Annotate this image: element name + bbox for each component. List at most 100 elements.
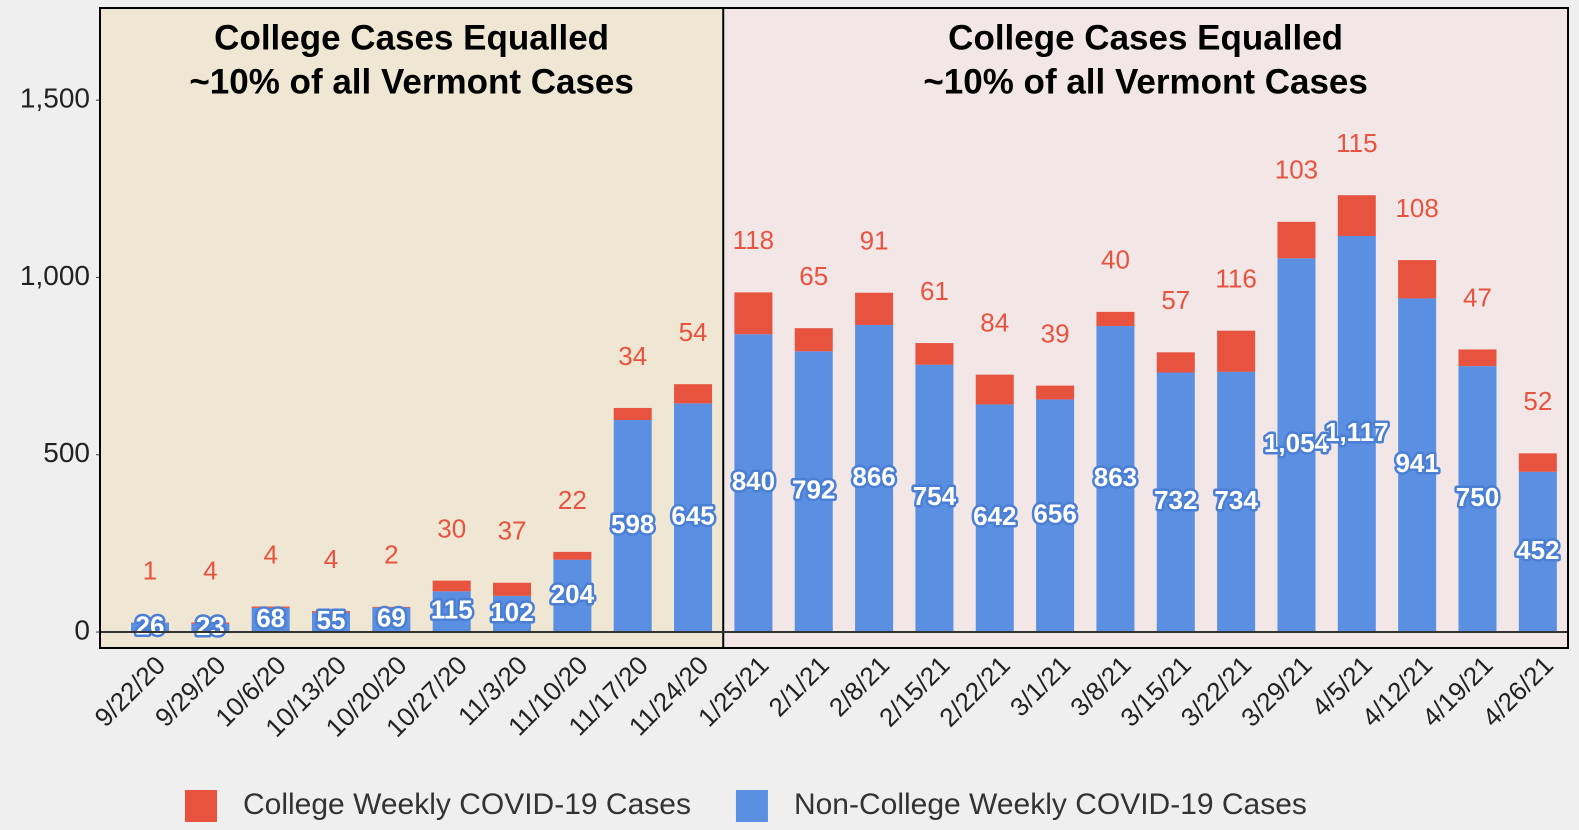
plot-frame bbox=[99, 7, 1569, 649]
bar-segment bbox=[1398, 298, 1437, 633]
annotation-text: College Cases Equalled bbox=[214, 18, 609, 57]
bar-segment bbox=[855, 324, 894, 633]
bar-segment bbox=[734, 334, 773, 633]
value-label: 65 bbox=[799, 261, 828, 291]
value-label: 26 bbox=[136, 610, 165, 640]
bar-segment bbox=[372, 607, 411, 633]
value-label: 204 bbox=[551, 579, 595, 609]
bar-segment bbox=[312, 612, 351, 633]
value-label: 52 bbox=[1523, 386, 1552, 416]
value-label: 34 bbox=[618, 341, 647, 371]
bar-segment bbox=[553, 559, 592, 633]
bar-segment bbox=[251, 606, 290, 608]
bar-segment bbox=[1096, 326, 1135, 633]
legend-label: Non-College Weekly COVID-19 Cases bbox=[794, 788, 1307, 821]
annotation-text: ~10% of all Vermont Cases bbox=[189, 62, 634, 101]
bar-segment bbox=[1036, 399, 1075, 633]
value-label: 1,054 bbox=[1264, 428, 1330, 458]
value-label: 452 bbox=[1516, 535, 1559, 565]
bar-segment bbox=[131, 622, 169, 633]
value-label: 23 bbox=[196, 611, 225, 641]
y-tick-label: 0 bbox=[74, 614, 90, 645]
bar-segment bbox=[975, 374, 1014, 405]
bar-segment bbox=[794, 328, 833, 352]
bar-segment bbox=[191, 622, 230, 624]
value-label: 84 bbox=[980, 308, 1009, 338]
legend-swatch bbox=[735, 790, 768, 822]
value-label: 4 bbox=[263, 539, 277, 569]
bar-segment bbox=[613, 407, 652, 421]
value-label: 69 bbox=[377, 603, 406, 633]
legend-label: College Weekly COVID-19 Cases bbox=[243, 788, 691, 821]
bar-segment bbox=[1156, 352, 1195, 373]
bar-segment bbox=[1036, 385, 1075, 400]
bar-segment bbox=[1217, 371, 1256, 633]
bar-segment bbox=[493, 582, 532, 596]
value-label: 645 bbox=[671, 501, 714, 531]
value-label: 22 bbox=[558, 485, 587, 515]
value-label: 68 bbox=[256, 603, 285, 633]
value-label: 4 bbox=[203, 555, 217, 585]
bar-segment bbox=[1398, 260, 1437, 299]
bar-segment bbox=[1518, 471, 1557, 633]
bar-segment bbox=[674, 384, 713, 404]
annotation-text: College Cases Equalled bbox=[948, 18, 1343, 57]
bar-segment bbox=[1337, 235, 1376, 633]
value-label: 732 bbox=[1154, 485, 1197, 515]
value-label: 863 bbox=[1094, 462, 1137, 492]
value-label: 54 bbox=[679, 317, 708, 347]
bar-segment bbox=[1156, 372, 1195, 633]
value-label: 57 bbox=[1161, 285, 1190, 315]
y-tick-label: 500 bbox=[43, 437, 90, 468]
x-tick-label: 2/1/21 bbox=[763, 650, 835, 722]
y-tick-label: 1,000 bbox=[20, 260, 90, 291]
value-label: 91 bbox=[860, 226, 889, 256]
value-label: 40 bbox=[1101, 245, 1130, 275]
bar-segment bbox=[251, 607, 290, 633]
value-label: 30 bbox=[437, 514, 466, 544]
value-label: 115 bbox=[431, 595, 473, 625]
bar-segment bbox=[1277, 221, 1316, 259]
bar-segment bbox=[915, 364, 954, 633]
bar-segment bbox=[975, 404, 1014, 633]
value-label: 840 bbox=[732, 466, 775, 496]
bar-segment bbox=[1217, 330, 1256, 372]
bar-segment bbox=[432, 580, 471, 592]
bar-segment bbox=[493, 595, 532, 633]
bar-segment bbox=[553, 551, 592, 560]
bar-segment bbox=[191, 623, 230, 633]
value-label: 47 bbox=[1463, 282, 1492, 312]
bar-segment bbox=[1277, 258, 1316, 633]
bar-segment bbox=[1518, 453, 1557, 472]
annotation-text: ~10% of all Vermont Cases bbox=[923, 62, 1368, 101]
value-label: 37 bbox=[498, 516, 527, 546]
bar-segment bbox=[855, 292, 894, 325]
value-label: 118 bbox=[733, 225, 774, 255]
value-label: 61 bbox=[920, 276, 949, 306]
value-label: 55 bbox=[317, 605, 346, 635]
bar-segment bbox=[1458, 366, 1497, 633]
bar-segment bbox=[1096, 311, 1135, 327]
bar-segment bbox=[915, 343, 954, 365]
annotation-region bbox=[723, 8, 1568, 648]
value-label: 116 bbox=[1215, 264, 1256, 294]
value-label: 103 bbox=[1275, 155, 1318, 185]
bar-segment bbox=[432, 591, 471, 633]
value-label: 642 bbox=[973, 501, 1016, 531]
bar-segment bbox=[613, 420, 652, 633]
value-label: 754 bbox=[913, 481, 957, 511]
bar-segment bbox=[674, 403, 713, 633]
bar-segment bbox=[734, 292, 773, 335]
value-label: 941 bbox=[1395, 448, 1438, 478]
y-tick-label: 1,500 bbox=[20, 83, 90, 114]
value-label: 792 bbox=[792, 475, 835, 505]
x-tick-label: 3/1/21 bbox=[1004, 650, 1076, 722]
bar-segment bbox=[312, 611, 351, 613]
value-label: 1,117 bbox=[1325, 417, 1389, 447]
value-label: 4 bbox=[324, 544, 338, 574]
value-label: 734 bbox=[1214, 485, 1258, 515]
value-label: 108 bbox=[1395, 193, 1438, 223]
value-label: 115 bbox=[1336, 128, 1377, 158]
value-label: 1 bbox=[143, 555, 157, 585]
